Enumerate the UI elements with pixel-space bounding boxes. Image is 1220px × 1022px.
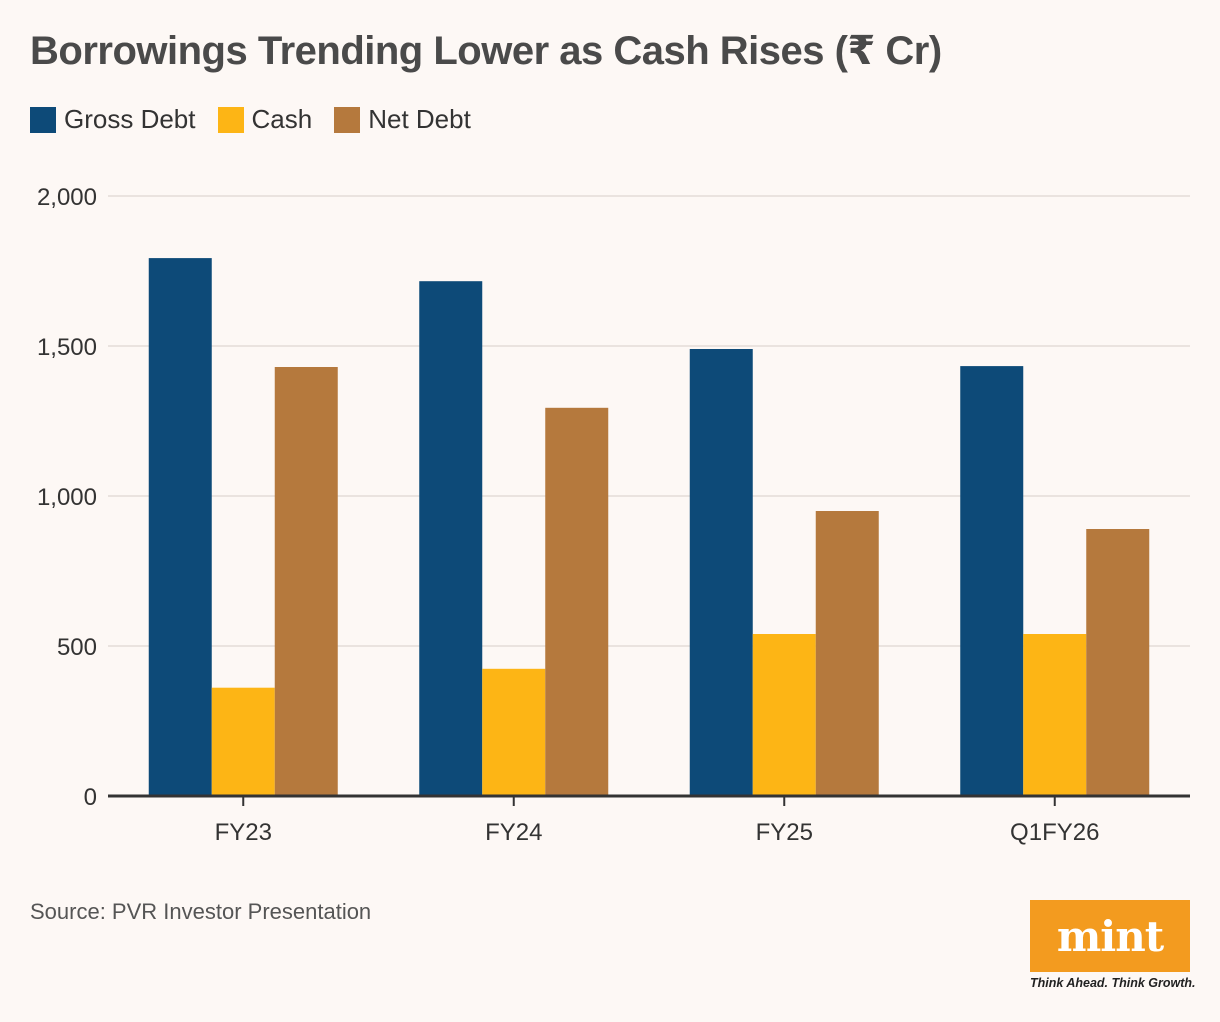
y-tick-label: 500 [57, 634, 97, 661]
bar-gross-debt [689, 349, 753, 796]
legend-label-cash: Cash [251, 104, 313, 134]
x-tick-label: FY24 [485, 819, 542, 846]
bar-gross-debt [960, 366, 1024, 796]
legend: Gross Debt Cash Net Debt [30, 104, 471, 135]
mint-logo-wordmark: mint [1030, 900, 1190, 972]
legend-label-gross-debt: Gross Debt [64, 104, 196, 134]
legend-swatch-net-debt [334, 106, 361, 133]
y-tick-label: 0 [84, 784, 97, 811]
x-tick-label: Q1FY26 [1010, 819, 1099, 846]
y-tick-label: 1,500 [37, 334, 97, 361]
bar-net-debt [1086, 529, 1150, 796]
bar-cash [211, 687, 275, 796]
bar-cash [482, 668, 546, 796]
legend-item-gross-debt: Gross Debt [30, 104, 196, 135]
y-tick-label: 1,000 [37, 484, 97, 511]
bar-gross-debt [419, 281, 483, 796]
bar-cash [1023, 634, 1087, 796]
legend-swatch-cash [217, 106, 244, 133]
legend-label-net-debt: Net Debt [368, 104, 471, 134]
x-tick-label: FY25 [756, 819, 813, 846]
legend-item-net-debt: Net Debt [334, 104, 471, 135]
mint-logo: mint Think Ahead. Think Growth. [1030, 900, 1196, 990]
bar-net-debt [545, 407, 609, 796]
x-tick-label: FY23 [215, 819, 272, 846]
mint-logo-tagline: Think Ahead. Think Growth. [1030, 976, 1196, 990]
bar-net-debt [815, 511, 879, 796]
chart-title: Borrowings Trending Lower as Cash Rises … [30, 29, 942, 73]
legend-item-cash: Cash [217, 104, 313, 135]
bar-cash [752, 634, 816, 796]
bar-gross-debt [148, 258, 212, 797]
bar-net-debt [274, 367, 338, 796]
y-tick-label: 2,000 [37, 184, 97, 211]
source-note: Source: PVR Investor Presentation [30, 899, 372, 924]
legend-swatch-gross-debt [30, 106, 56, 133]
